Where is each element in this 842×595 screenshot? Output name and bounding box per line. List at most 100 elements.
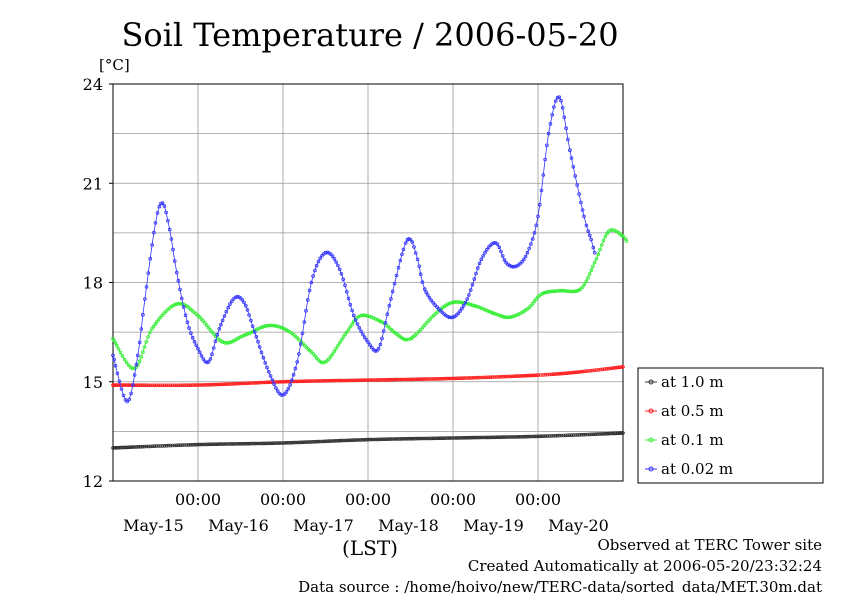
data-point — [304, 308, 308, 313]
data-point — [501, 374, 506, 379]
data-point — [468, 288, 473, 292]
data-point — [456, 436, 461, 440]
data-point — [265, 380, 269, 385]
data-point — [406, 377, 411, 382]
data-point — [486, 375, 491, 380]
data-point — [591, 432, 596, 437]
data-point — [148, 330, 152, 335]
data-point — [298, 342, 303, 346]
data-point — [350, 438, 354, 443]
data-point — [194, 383, 199, 387]
data-point — [555, 433, 559, 438]
data-point — [196, 383, 200, 387]
data-point — [427, 295, 432, 300]
data-point — [419, 377, 423, 382]
data-point — [417, 436, 422, 441]
data-point — [375, 348, 379, 353]
data-point — [449, 436, 454, 440]
data-point — [376, 437, 381, 442]
data-point — [589, 268, 594, 273]
data-point — [573, 289, 578, 294]
x-tick-date-label: May-18 — [378, 516, 439, 535]
data-point — [245, 441, 250, 446]
data-point — [408, 237, 413, 242]
data-point — [116, 347, 121, 351]
data-point — [360, 313, 365, 318]
data-point — [481, 307, 486, 311]
data-point — [254, 327, 259, 332]
data-point — [259, 350, 264, 355]
data-point — [357, 378, 361, 383]
data-point — [126, 445, 131, 450]
data-point — [265, 323, 270, 328]
x-tick-time-label: 00:00 — [430, 490, 476, 509]
data-point — [266, 380, 271, 385]
data-point — [576, 370, 581, 374]
data-point — [332, 378, 337, 383]
data-point — [581, 432, 586, 437]
data-point — [399, 377, 404, 382]
data-point — [212, 332, 216, 337]
data-point — [591, 264, 595, 269]
data-point — [426, 319, 431, 323]
data-point — [250, 324, 255, 329]
data-point — [530, 301, 535, 306]
data-point — [599, 432, 603, 436]
data-point — [311, 379, 315, 383]
data-point — [445, 314, 450, 319]
data-point — [550, 113, 554, 117]
data-point — [112, 357, 116, 362]
data-point — [563, 433, 568, 438]
data-point — [180, 296, 184, 301]
data-point — [490, 375, 495, 379]
data-point — [277, 380, 282, 384]
data-point — [504, 435, 508, 439]
data-point — [376, 346, 381, 351]
data-point — [396, 265, 401, 270]
data-point — [608, 366, 612, 371]
data-point — [323, 439, 328, 444]
data-point — [220, 318, 225, 323]
data-point — [521, 257, 526, 262]
data-point — [498, 435, 503, 440]
data-point — [350, 308, 354, 313]
data-point — [148, 383, 153, 388]
data-point — [433, 377, 438, 381]
data-point — [198, 442, 202, 447]
data-point — [172, 259, 177, 263]
data-point — [405, 436, 409, 441]
data-point — [449, 300, 453, 305]
data-point — [425, 293, 430, 297]
data-point — [451, 300, 455, 305]
data-point — [199, 317, 204, 321]
data-point — [203, 383, 207, 387]
data-point — [426, 436, 431, 441]
data-point — [415, 436, 420, 441]
data-point — [445, 376, 450, 381]
data-point — [339, 337, 344, 342]
data-point — [288, 383, 292, 387]
data-point — [236, 381, 241, 386]
data-point — [313, 439, 317, 444]
data-point — [219, 322, 223, 327]
data-point — [467, 302, 471, 306]
data-point — [362, 437, 367, 442]
data-point — [316, 439, 321, 444]
data-point — [410, 436, 415, 441]
data-point — [212, 442, 216, 447]
data-point — [402, 337, 407, 342]
data-point — [401, 377, 406, 382]
data-point — [138, 383, 143, 388]
data-point — [268, 323, 273, 328]
data-point — [302, 320, 307, 324]
data-point — [380, 336, 384, 341]
data-point — [330, 439, 335, 443]
data-point — [447, 376, 452, 381]
data-point — [586, 229, 590, 234]
data-point — [151, 324, 156, 329]
data-point — [198, 383, 202, 387]
data-point — [158, 383, 163, 388]
legend-swatch-marker — [648, 379, 654, 385]
data-point — [548, 122, 553, 126]
data-point — [545, 372, 550, 377]
